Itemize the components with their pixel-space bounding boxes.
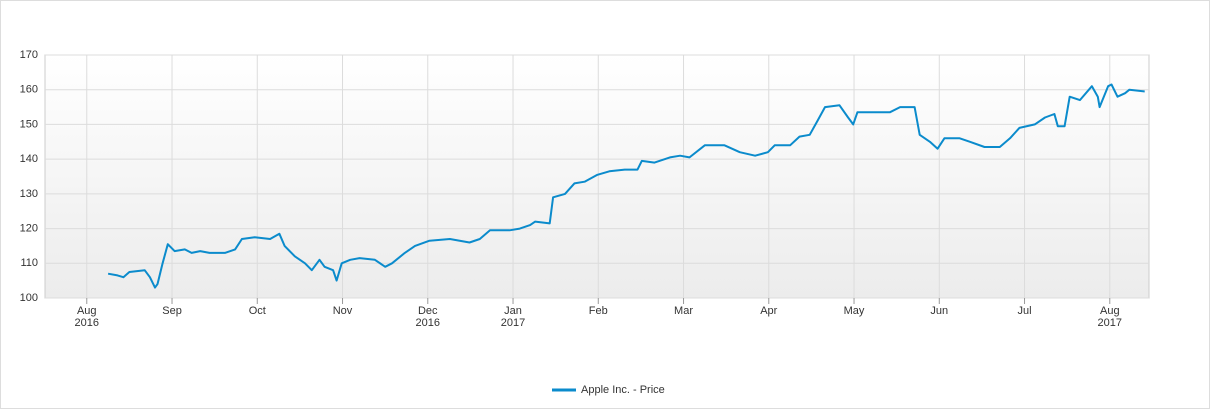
y-tick-label: 170 — [20, 49, 38, 61]
y-tick-label: 130 — [20, 188, 38, 200]
x-tick-year: 2016 — [75, 317, 99, 329]
x-tick-year: 2017 — [501, 317, 525, 329]
plot-area — [44, 54, 1150, 299]
x-tick-label: May — [844, 305, 865, 317]
x-tick-label: Dec — [418, 305, 438, 317]
x-tick-year: 2017 — [1098, 317, 1122, 329]
x-tick-label: Jun — [930, 305, 948, 317]
x-tick-label: Aug — [77, 305, 97, 317]
y-tick-label: 100 — [20, 292, 38, 304]
y-tick-label: 140 — [20, 153, 38, 165]
x-tick-label: Mar — [674, 305, 693, 317]
y-tick-label: 120 — [20, 222, 38, 234]
x-tick-label: Jan — [504, 305, 522, 317]
legend-label: Apple Inc. - Price — [581, 384, 665, 396]
x-tick-label: Jul — [1018, 305, 1032, 317]
x-tick-label: Aug — [1100, 305, 1120, 317]
series-line — [107, 83, 1145, 289]
x-tick-year: 2016 — [416, 317, 440, 329]
x-tick-label: Oct — [249, 305, 266, 317]
x-tick-label: Apr — [760, 305, 777, 317]
y-tick-label: 160 — [20, 84, 38, 96]
x-tick-label: Nov — [333, 305, 353, 317]
x-tick-label: Feb — [589, 305, 608, 317]
y-tick-label: 150 — [20, 118, 38, 130]
y-tick-label: 110 — [20, 257, 38, 269]
x-tick-label: Sep — [162, 305, 182, 317]
